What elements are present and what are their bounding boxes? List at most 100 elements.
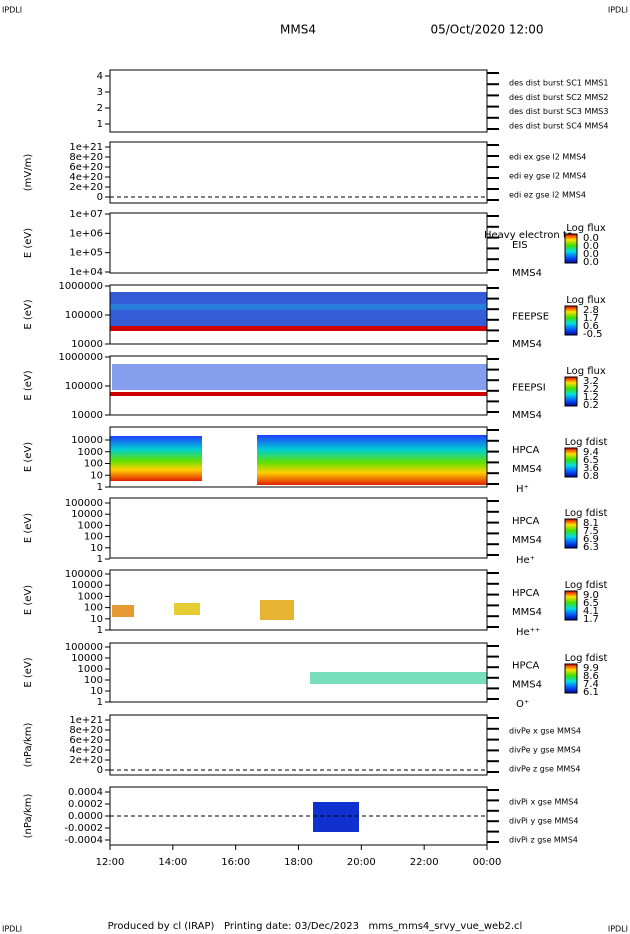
y-tick-label: 1 bbox=[97, 482, 103, 493]
instrument: HPCA bbox=[512, 445, 540, 456]
colorbar-tick-label: 6.1 bbox=[583, 687, 599, 698]
y-tick-label: 10 bbox=[90, 543, 103, 554]
spectrogram bbox=[112, 605, 134, 617]
legend-entry: divPi z gse MMS4 bbox=[509, 836, 578, 845]
spacecraft: MMS4 bbox=[512, 535, 542, 546]
y-axis-label: E (eV) bbox=[23, 370, 34, 400]
y-axis-label: E (eV) bbox=[23, 442, 34, 472]
spacecraft: MMS4 bbox=[512, 268, 542, 279]
y-tick-label: 0 bbox=[97, 192, 103, 203]
y-tick-label: 1 bbox=[97, 119, 103, 130]
colorbar-tick-label: 1.2 bbox=[583, 392, 599, 403]
legend-entry: des dist burst SC4 MMS4 bbox=[509, 122, 608, 131]
colorbar-tick-label: 3.2 bbox=[583, 376, 599, 387]
instrument: FEEPSE bbox=[512, 312, 549, 323]
title: MMS4 bbox=[280, 23, 316, 37]
y-tick-label: 0 bbox=[97, 765, 103, 776]
spectrogram bbox=[110, 326, 487, 331]
spectrogram bbox=[174, 603, 200, 615]
colorbar-tick-label: 6.5 bbox=[583, 598, 599, 609]
credit: Produced by cl (IRAP) Printing date: 03/… bbox=[108, 921, 523, 932]
y-tick-label: 100 bbox=[84, 459, 103, 470]
colorbar-tick-label: 8.1 bbox=[583, 518, 599, 529]
y-tick-label: 4e+20 bbox=[69, 745, 103, 756]
y-tick-label: 10 bbox=[90, 614, 103, 625]
panel-frame bbox=[109, 714, 488, 776]
panel-frame bbox=[109, 642, 488, 703]
spectrogram bbox=[260, 600, 294, 620]
y-tick-label: 4 bbox=[97, 71, 103, 82]
colorbar-tick-label: 6.3 bbox=[583, 542, 599, 553]
panel-frame bbox=[109, 497, 488, 559]
legend-entry: divPe x gse MMS4 bbox=[509, 727, 581, 736]
legend-entry: edi ey gse l2 MMS4 bbox=[509, 172, 587, 181]
y-tick-label: 1 bbox=[97, 697, 103, 708]
instrument: HPCA bbox=[512, 661, 540, 672]
legend-entry: divPe z gse MMS4 bbox=[509, 765, 580, 774]
y-tick-label: 100000 bbox=[65, 310, 103, 321]
legend-entry: divPe y gse MMS4 bbox=[509, 746, 581, 755]
date: 05/Oct/2020 12:00 bbox=[430, 23, 543, 37]
spacecraft: MMS4 bbox=[512, 410, 542, 421]
spectrogram bbox=[112, 364, 487, 390]
colorbar-tick-label: 7.5 bbox=[583, 526, 599, 537]
y-axis-label: E (eV) bbox=[23, 513, 34, 543]
spectrogram bbox=[110, 392, 487, 396]
colorbar-tick-label: -0.5 bbox=[583, 329, 603, 340]
colorbar bbox=[564, 233, 578, 264]
colorbar bbox=[564, 376, 578, 407]
spectrogram bbox=[110, 304, 487, 310]
y-tick-label: 10000 bbox=[71, 410, 103, 421]
colorbar-title: Log flux bbox=[566, 223, 606, 234]
y-tick-label: 10000 bbox=[71, 653, 103, 664]
colorbar bbox=[564, 447, 578, 478]
legend-entry: des dist burst SC2 MMS2 bbox=[509, 93, 608, 102]
colorbar-tick-label: 2.2 bbox=[583, 384, 599, 395]
legend-entry: edi ez gse l2 MMS4 bbox=[509, 191, 586, 200]
instrument: HPCA bbox=[512, 516, 540, 527]
y-tick-label: 100000 bbox=[65, 498, 103, 509]
colorbar-tick-label: 4.1 bbox=[583, 606, 599, 617]
colorbar bbox=[564, 518, 578, 549]
y-tick-label: 6e+20 bbox=[69, 735, 103, 746]
y-tick-label: 8e+20 bbox=[69, 152, 103, 163]
y-tick-label: -0.0002 bbox=[64, 823, 103, 834]
y-tick-label: 6e+20 bbox=[69, 162, 103, 173]
species: H⁺ bbox=[516, 484, 529, 495]
colorbar-tick-label: 0.2 bbox=[583, 400, 599, 411]
colorbar-tick-label: 9.4 bbox=[583, 447, 599, 458]
y-tick-label: 1000 bbox=[78, 447, 103, 458]
legend-entry: edi ex gse l2 MMS4 bbox=[509, 153, 586, 162]
y-tick-label: 1000 bbox=[78, 591, 103, 602]
colorbar-tick-label: 6.5 bbox=[583, 455, 599, 466]
y-axis-label: (nPa/km) bbox=[23, 723, 34, 768]
colorbar-title: Log fdist bbox=[565, 508, 608, 519]
y-tick-label: 100 bbox=[84, 603, 103, 614]
instrument: HPCA bbox=[512, 588, 540, 599]
y-tick-label: 1000 bbox=[78, 520, 103, 531]
y-tick-label: 1000 bbox=[78, 664, 103, 675]
y-tick-label: 10000 bbox=[71, 509, 103, 520]
colorbar-title: Log flux bbox=[566, 366, 606, 377]
y-tick-label: 0.0004 bbox=[68, 787, 103, 798]
x-tick-label: 00:00 bbox=[473, 857, 502, 868]
y-axis-label: E (eV) bbox=[23, 657, 34, 687]
corner-label: IPDLI bbox=[608, 6, 628, 15]
y-tick-label: 1e+06 bbox=[69, 228, 103, 239]
spacecraft: MMS4 bbox=[512, 464, 542, 475]
y-tick-label: 100000 bbox=[65, 381, 103, 392]
y-tick-label: 2e+20 bbox=[69, 182, 103, 193]
y-axis-label: E (eV) bbox=[23, 585, 34, 615]
colorbar-tick-label: 0.0 bbox=[583, 233, 599, 244]
colorbar-tick-label: 9.9 bbox=[583, 663, 599, 674]
spectrogram bbox=[110, 436, 202, 481]
y-tick-label: 1000000 bbox=[58, 281, 103, 292]
y-tick-label: 1e+21 bbox=[69, 142, 103, 153]
y-axis-label: (nPa/km) bbox=[23, 794, 34, 839]
colorbar bbox=[564, 590, 578, 621]
spectrogram bbox=[310, 672, 487, 684]
species: He⁺ bbox=[516, 555, 535, 566]
colorbar-tick-label: 0.0 bbox=[583, 257, 599, 268]
colorbar-tick-label: 2.8 bbox=[583, 305, 599, 316]
y-tick-label: 8e+20 bbox=[69, 725, 103, 736]
